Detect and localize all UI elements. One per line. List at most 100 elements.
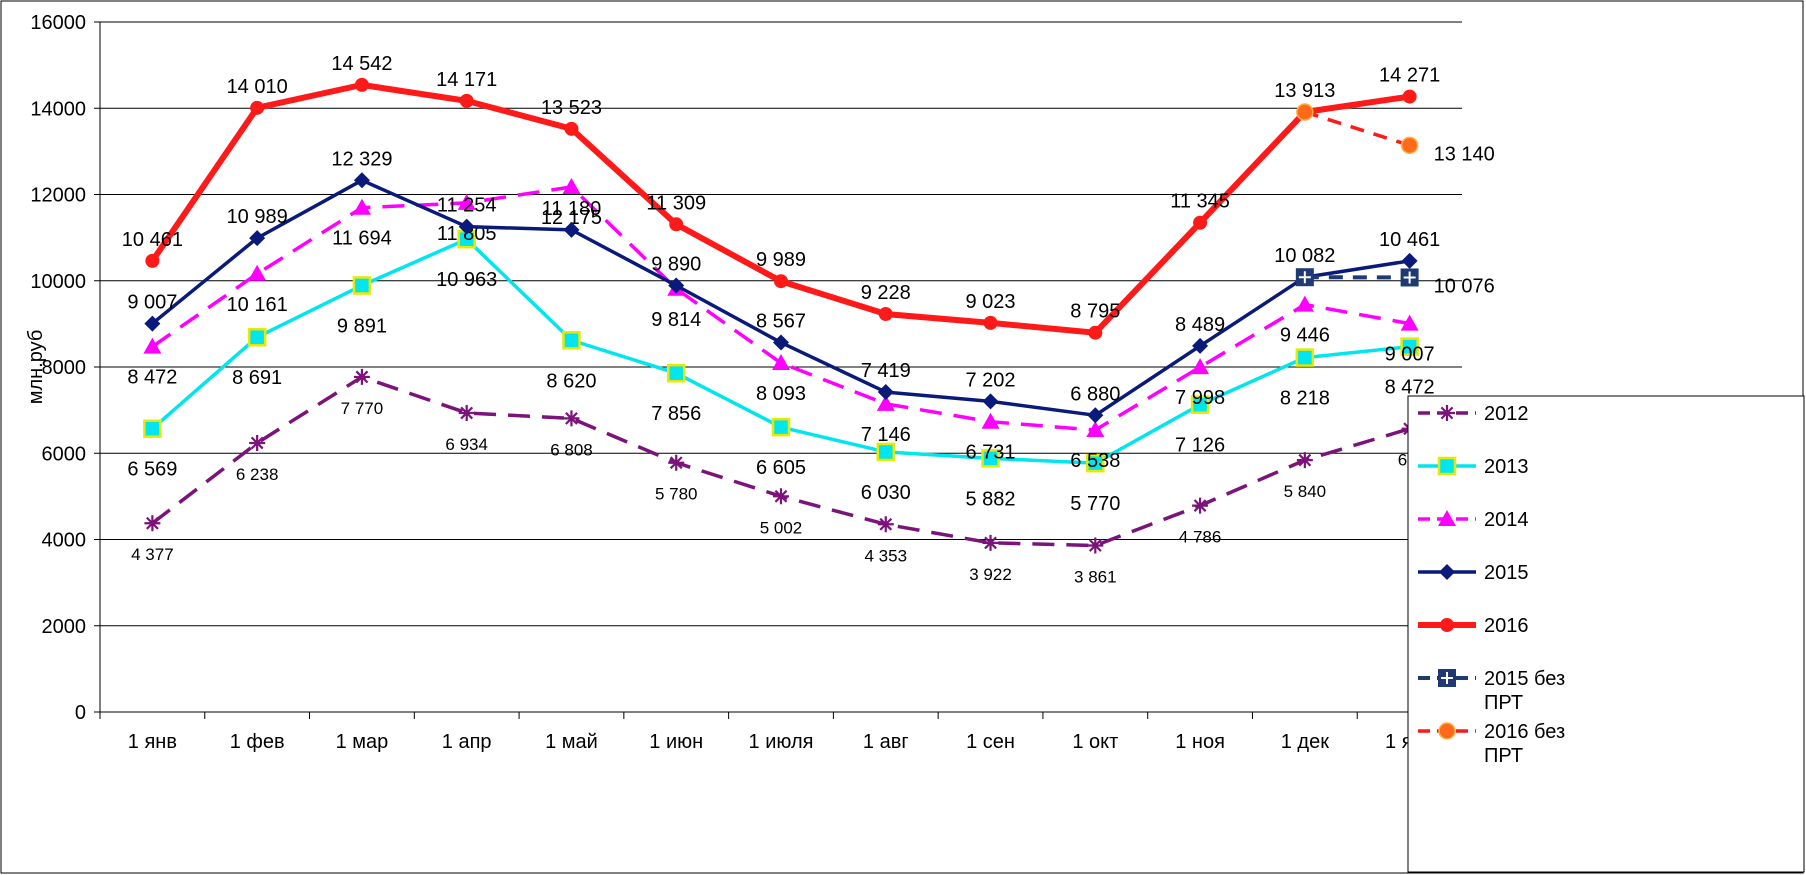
cross-square-plus xyxy=(1298,271,1311,284)
diamond-marker xyxy=(982,393,999,410)
data-label: 9 007 xyxy=(1385,344,1435,366)
square-marker xyxy=(981,449,1000,468)
series-2015: 9 007 10 989 12 329 11 254 11 180 9 890 8 567 7… xyxy=(127,148,1440,424)
circle-marker xyxy=(774,274,788,289)
data-label: 8 472 xyxy=(1385,377,1435,399)
triangle-marker xyxy=(772,353,790,370)
legend-label: 2016 xyxy=(1484,615,1529,637)
circle-marker xyxy=(669,217,684,232)
y-tick-label: 16000 xyxy=(30,12,86,34)
data-label: 14 542 xyxy=(331,53,392,75)
data-label: 6 030 xyxy=(861,482,911,504)
x-tick-label: 1 ноя xyxy=(1175,731,1225,753)
star-marker xyxy=(877,516,894,533)
series-line xyxy=(1304,110,1411,148)
data-label: 6 731 xyxy=(966,442,1016,464)
triangle-marker xyxy=(457,193,476,210)
data-label: 9 023 xyxy=(966,291,1016,313)
diamond-marker xyxy=(249,230,266,247)
data-label: 10 461 xyxy=(1379,229,1440,251)
data-label: 11 309 xyxy=(646,192,706,214)
data-label: 8 218 xyxy=(1280,388,1330,410)
data-label: 6 880 xyxy=(1070,383,1120,405)
star-marker xyxy=(1296,452,1313,469)
circle-marker xyxy=(1402,89,1417,104)
data-label: 9 890 xyxy=(651,253,701,275)
y-tick-label: 14000 xyxy=(30,98,86,120)
data-label: 4 377 xyxy=(131,545,174,564)
legend-item: 2015 xyxy=(1418,562,1529,584)
data-label: 7 419 xyxy=(861,360,911,382)
circle-marker xyxy=(983,315,998,330)
legend-label: 2015 без xyxy=(1484,668,1565,690)
x-tick-label: 1 апр xyxy=(442,731,492,753)
circle-marker xyxy=(564,121,579,136)
data-label: 6 605 xyxy=(756,457,806,479)
y-tick-label: 2000 xyxy=(42,616,87,638)
x-tick-label: 1 дек xyxy=(1281,731,1329,753)
legend-label: 2014 xyxy=(1484,509,1529,531)
diamond-marker xyxy=(563,221,580,238)
data-label: 10 963 xyxy=(436,269,497,291)
data-label: 5 770 xyxy=(1070,493,1120,515)
y-tick-label: 4000 xyxy=(42,530,87,552)
y-tick-label: 12000 xyxy=(30,185,86,207)
data-label: 11 345 xyxy=(1170,191,1230,213)
data-label: 10 161 xyxy=(227,294,288,316)
circle-marker xyxy=(1193,215,1208,230)
triangle-marker xyxy=(562,177,581,194)
data-label: 6 808 xyxy=(550,440,593,459)
data-label: 6 538 xyxy=(1070,450,1120,472)
data-label: 9 891 xyxy=(337,315,387,337)
cross-square-marker xyxy=(1438,669,1456,687)
triangle-marker xyxy=(1191,358,1210,375)
y-tick-label: 8000 xyxy=(42,357,87,379)
data-label: 7 998 xyxy=(1175,387,1225,409)
data-label: 7 770 xyxy=(341,399,384,418)
gridlines xyxy=(100,21,1462,627)
data-label: 9 446 xyxy=(1280,325,1330,347)
square-marker xyxy=(771,417,791,437)
square-marker xyxy=(352,276,372,295)
square-marker xyxy=(666,363,686,383)
triangle-marker xyxy=(352,198,371,215)
data-label: 9 989 xyxy=(756,249,806,271)
triangle-marker xyxy=(981,412,1000,429)
data-label: 5 002 xyxy=(760,518,803,537)
diamond-marker xyxy=(773,334,789,351)
data-label: 6 238 xyxy=(236,465,279,484)
star-marker xyxy=(563,410,580,427)
series-line xyxy=(151,178,1410,418)
square-marker xyxy=(247,327,267,347)
legend-label-cont: ПРТ xyxy=(1484,692,1523,714)
square-marker xyxy=(1437,456,1457,476)
y-tick-label: 10000 xyxy=(30,271,86,293)
legend-label: 2016 без xyxy=(1484,721,1565,743)
star-marker xyxy=(1192,497,1209,514)
circle-marker xyxy=(878,307,893,322)
data-label: 8 489 xyxy=(1175,314,1225,336)
series-2013: 6 569 8 691 9 891 10 963 8 620 7 856 6 605 6 03… xyxy=(127,229,1435,515)
data-label: 8 472 xyxy=(127,367,177,389)
data-label: 12 329 xyxy=(331,148,392,170)
triangle-marker xyxy=(1438,510,1456,526)
data-label: 5 780 xyxy=(655,485,698,504)
data-label: 9 007 xyxy=(127,292,177,314)
circle-marker xyxy=(1088,325,1103,340)
x-tick-label: 1 сен xyxy=(966,731,1015,753)
legend-item: 2012 xyxy=(1418,403,1529,425)
circle-marker xyxy=(1440,618,1454,632)
diamond-marker xyxy=(1087,407,1104,424)
legend-box xyxy=(1407,395,1805,873)
diamond-marker xyxy=(1192,337,1209,354)
legend-item: 2014 xyxy=(1418,509,1529,531)
diamond-marker xyxy=(458,218,475,235)
orange-circle-marker xyxy=(1400,136,1419,155)
star-marker xyxy=(249,434,266,451)
cross-square-plus xyxy=(1403,271,1416,284)
x-tick-label: 1 окт xyxy=(1072,731,1118,753)
star-marker xyxy=(982,534,999,551)
